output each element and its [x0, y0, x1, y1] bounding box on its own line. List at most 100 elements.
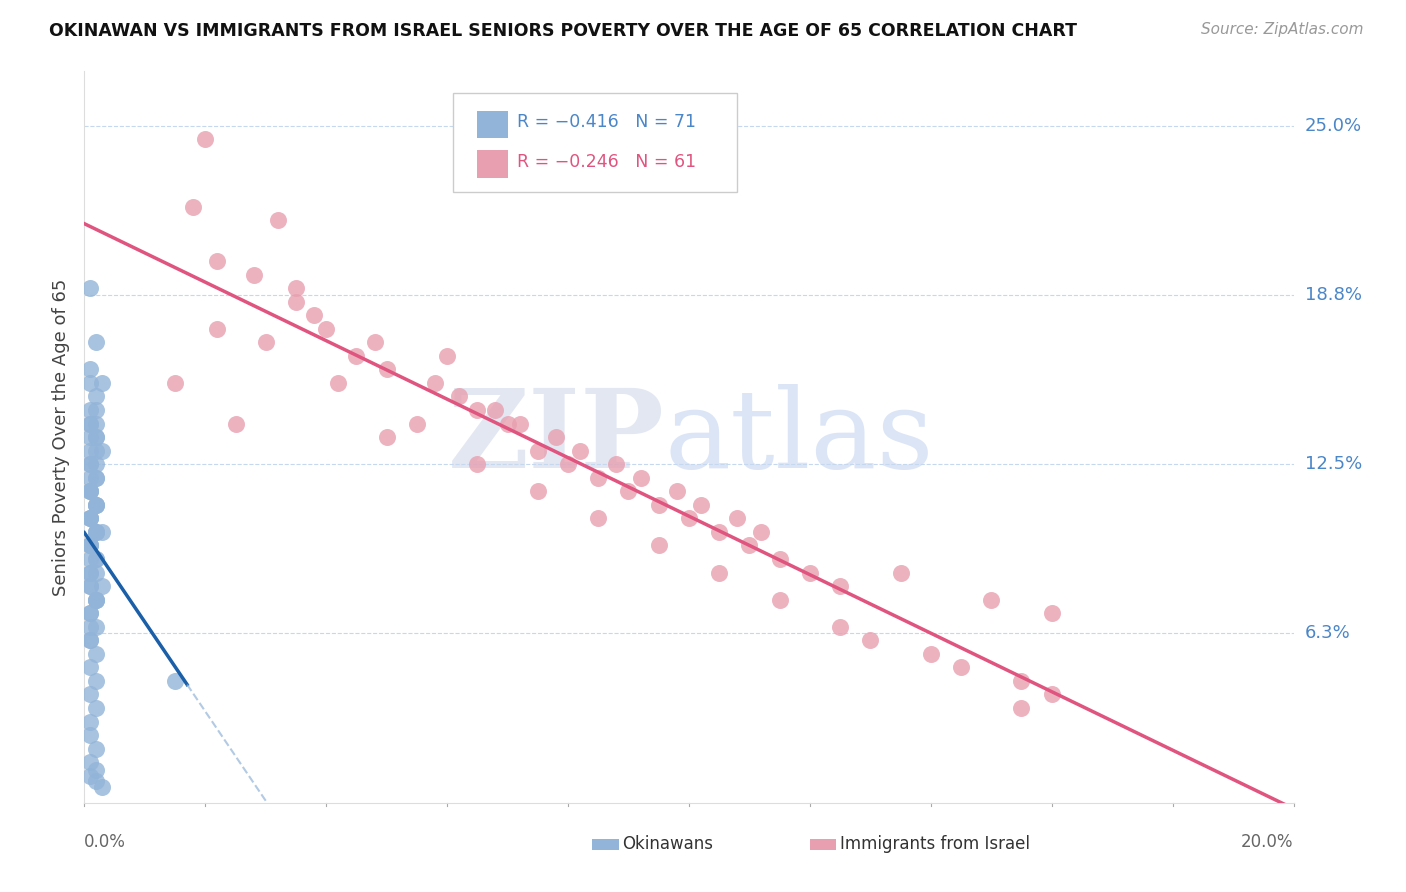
- Point: [79, 471, 101, 485]
- Point: [165, 673, 187, 688]
- Point: [86, 430, 108, 444]
- Text: Source: ZipAtlas.com: Source: ZipAtlas.com: [1201, 22, 1364, 37]
- Point: [678, 511, 700, 525]
- Point: [79, 538, 101, 552]
- Point: [630, 471, 652, 485]
- Point: [86, 430, 108, 444]
- Point: [79, 457, 101, 471]
- Point: [242, 268, 264, 282]
- Point: [79, 620, 101, 634]
- Point: [980, 592, 1002, 607]
- Point: [86, 592, 108, 607]
- Text: R = −0.416   N = 71: R = −0.416 N = 71: [517, 113, 696, 131]
- Point: [79, 457, 101, 471]
- Bar: [478, 150, 508, 178]
- Point: [285, 281, 308, 295]
- Point: [496, 417, 519, 431]
- Point: [91, 524, 114, 539]
- Point: [799, 566, 821, 580]
- Point: [1011, 701, 1033, 715]
- Point: [79, 606, 101, 620]
- Point: [79, 403, 101, 417]
- Point: [315, 322, 337, 336]
- Point: [346, 349, 368, 363]
- Point: [86, 443, 108, 458]
- Point: [79, 430, 101, 444]
- Point: [449, 389, 471, 403]
- Point: [254, 335, 277, 350]
- Point: [557, 457, 579, 471]
- Point: [86, 701, 108, 715]
- Point: [648, 498, 671, 512]
- Point: [859, 633, 882, 648]
- Point: [86, 335, 108, 350]
- Point: [86, 498, 108, 512]
- Text: Okinawans: Okinawans: [623, 836, 713, 854]
- Point: [375, 362, 398, 376]
- Point: [79, 566, 101, 580]
- Point: [769, 552, 792, 566]
- Text: ZIP: ZIP: [449, 384, 665, 491]
- Point: [769, 592, 792, 607]
- Point: [950, 660, 973, 674]
- Point: [79, 281, 101, 295]
- Point: [830, 579, 852, 593]
- Point: [86, 471, 108, 485]
- Text: Immigrants from Israel: Immigrants from Israel: [841, 836, 1031, 854]
- Point: [588, 511, 610, 525]
- Point: [79, 362, 101, 376]
- Point: [181, 200, 204, 214]
- Point: [86, 552, 108, 566]
- Point: [86, 592, 108, 607]
- Point: [588, 471, 610, 485]
- Point: [91, 579, 114, 593]
- Point: [79, 538, 101, 552]
- Point: [79, 579, 101, 593]
- Bar: [592, 838, 619, 850]
- Bar: [478, 111, 508, 138]
- Point: [302, 308, 325, 322]
- Text: 0.0%: 0.0%: [84, 833, 127, 851]
- Point: [79, 511, 101, 525]
- Point: [920, 647, 942, 661]
- Point: [86, 774, 108, 789]
- Point: [375, 430, 398, 444]
- Point: [79, 769, 101, 783]
- Point: [91, 376, 114, 390]
- Point: [86, 417, 108, 431]
- Point: [86, 498, 108, 512]
- Bar: [810, 838, 837, 850]
- Point: [86, 620, 108, 634]
- Point: [225, 417, 247, 431]
- Point: [484, 403, 506, 417]
- Point: [86, 764, 108, 778]
- Point: [79, 484, 101, 499]
- Point: [79, 376, 101, 390]
- Point: [709, 566, 731, 580]
- Y-axis label: Seniors Poverty Over the Age of 65: Seniors Poverty Over the Age of 65: [52, 278, 70, 596]
- Point: [285, 294, 308, 309]
- Point: [79, 511, 101, 525]
- Point: [79, 566, 101, 580]
- Point: [79, 660, 101, 674]
- Point: [436, 349, 458, 363]
- Text: 20.0%: 20.0%: [1241, 833, 1294, 851]
- Point: [690, 498, 713, 512]
- Point: [86, 592, 108, 607]
- Point: [79, 417, 101, 431]
- FancyBboxPatch shape: [453, 94, 737, 192]
- Point: [86, 647, 108, 661]
- Point: [363, 335, 385, 350]
- Point: [86, 552, 108, 566]
- Point: [79, 579, 101, 593]
- Point: [91, 780, 114, 794]
- Text: 18.8%: 18.8%: [1305, 285, 1361, 304]
- Point: [709, 524, 731, 539]
- Point: [527, 443, 550, 458]
- Point: [267, 213, 290, 227]
- Point: [738, 538, 761, 552]
- Point: [86, 403, 108, 417]
- Point: [665, 484, 688, 499]
- Point: [86, 566, 108, 580]
- Point: [86, 673, 108, 688]
